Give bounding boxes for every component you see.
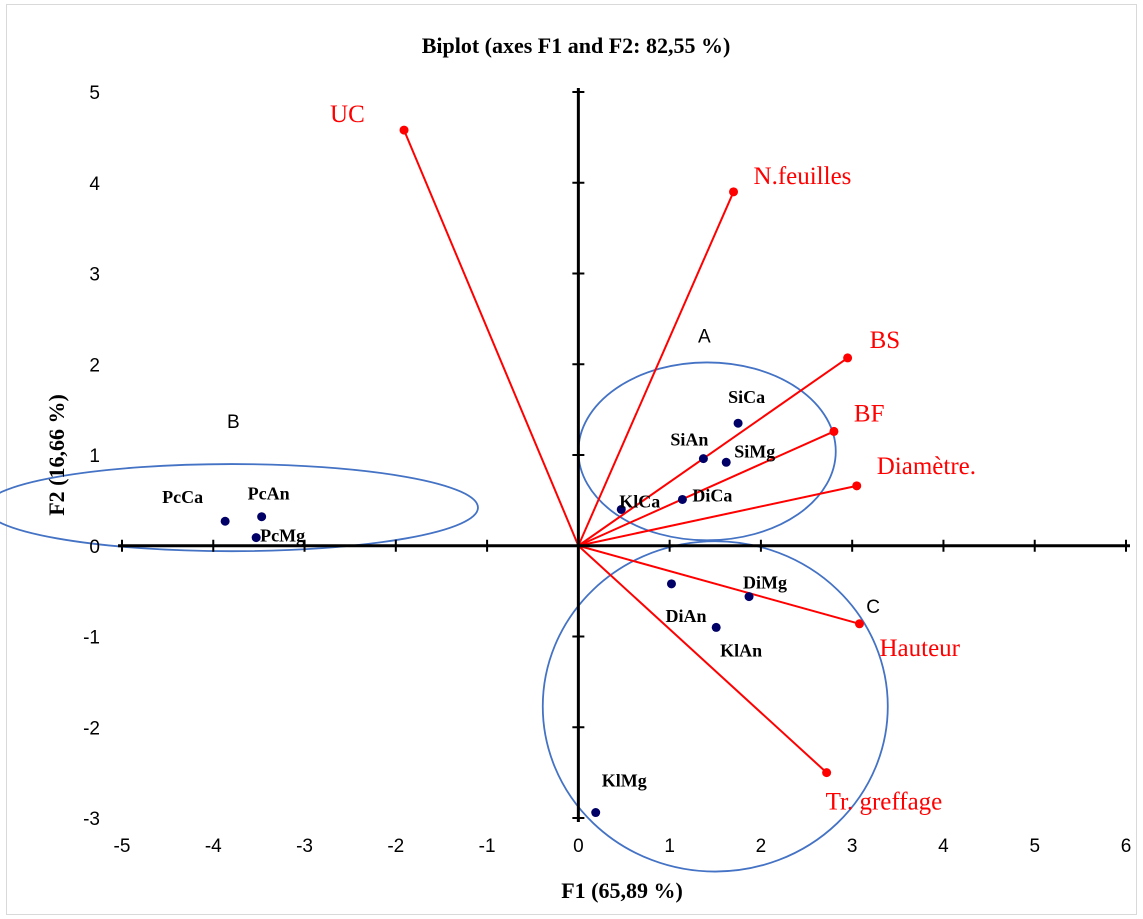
observation-label: DiAn	[665, 606, 706, 626]
observation-label: KlMg	[602, 771, 647, 791]
chart-title: Biplot (axes F1 and F2: 82,55 %)	[422, 33, 731, 58]
x-tick-label: 4	[938, 836, 949, 857]
variable-vector	[578, 544, 860, 625]
x-tick-label: 2	[756, 836, 767, 857]
x-tick-label: 5	[1029, 836, 1040, 857]
x-tick-label: 6	[1121, 836, 1132, 857]
observation-point	[711, 622, 721, 632]
group-label: A	[698, 326, 711, 347]
observation-point	[251, 533, 261, 543]
variable-point	[852, 481, 862, 491]
observation-point	[677, 494, 687, 504]
variable-point	[829, 426, 839, 436]
observation-point	[666, 579, 676, 589]
x-tick-label: 1	[664, 836, 675, 857]
observation-point	[220, 516, 230, 526]
y-tick-label: -3	[83, 809, 100, 830]
variable-label: BS	[870, 327, 901, 354]
observation-label: PcCa	[162, 487, 203, 507]
group-ellipse-c	[541, 540, 889, 873]
y-axis-title: F2 (16,66 %)	[44, 394, 69, 516]
chart-frame	[6, 4, 1137, 915]
observation-point	[591, 808, 601, 818]
y-tick-label: 2	[89, 355, 100, 376]
group-ellipse-b	[0, 463, 479, 553]
y-tick-label: 3	[89, 265, 100, 286]
group-label: B	[227, 412, 240, 433]
observation-label: DiCa	[692, 485, 732, 505]
x-tick-label: -1	[479, 836, 496, 857]
variable-point	[822, 768, 832, 778]
y-tick-label: 5	[89, 83, 100, 104]
variable-vector	[577, 545, 828, 774]
y-tick-label: -2	[83, 718, 100, 739]
variable-point	[729, 187, 739, 197]
observation-point	[721, 457, 731, 467]
variable-label: N.feuilles	[754, 163, 852, 190]
observation-point	[744, 592, 754, 602]
variable-vector	[577, 430, 835, 547]
variable-label: Hauteur	[879, 635, 960, 662]
variable-point	[854, 619, 864, 629]
observation-point	[733, 418, 743, 428]
variable-vector	[403, 129, 580, 547]
variable-vector	[578, 484, 857, 547]
y-tick-label: 1	[89, 446, 100, 467]
y-tick-label: 4	[89, 174, 100, 195]
variable-point	[399, 125, 409, 135]
y-tick-label: 0	[89, 537, 100, 558]
observation-point	[616, 504, 626, 514]
observation-label: KlCa	[619, 491, 660, 511]
variable-vector	[577, 191, 735, 547]
x-tick-label: -5	[114, 836, 131, 857]
y-tick-label: -1	[83, 628, 100, 649]
x-tick-label: 3	[847, 836, 858, 857]
variable-label: Tr. greffage	[826, 789, 943, 816]
variable-vector	[577, 357, 849, 547]
observation-label: SiMg	[734, 441, 775, 461]
group-label: C	[866, 597, 880, 618]
variable-label: UC	[330, 101, 365, 128]
variable-label: Diamètre.	[877, 453, 976, 480]
variable-label: BF	[854, 400, 885, 427]
group-ellipse-a	[577, 361, 837, 542]
observation-label: SiAn	[670, 430, 708, 450]
observation-label: PcMg	[260, 526, 305, 546]
x-tick-label: -3	[296, 836, 313, 857]
x-tick-label: 0	[573, 836, 584, 857]
x-tick-label: -4	[205, 836, 222, 857]
x-axis-title: F1 (65,89 %)	[561, 878, 683, 903]
x-tick-label: -2	[387, 836, 404, 857]
observation-label: PcAn	[248, 484, 290, 504]
observation-label: SiCa	[728, 387, 765, 407]
observation-label: DiMg	[743, 573, 787, 593]
observation-point	[698, 454, 708, 464]
observation-point	[257, 512, 267, 522]
observation-label: KlAn	[720, 640, 762, 660]
variable-point	[843, 353, 853, 363]
